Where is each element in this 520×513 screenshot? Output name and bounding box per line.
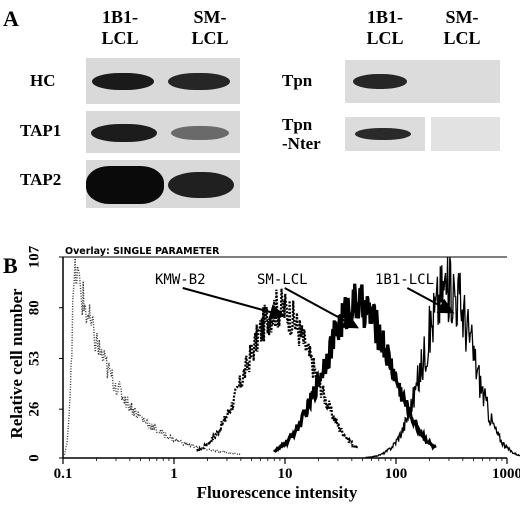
- x-tick-label-3: 100: [385, 466, 408, 482]
- x-tick-label-0: 0.1: [54, 466, 73, 482]
- panel-a-letter: A: [3, 6, 19, 31]
- row-label-tpn: Tpn: [282, 71, 313, 90]
- y-tick-label-4: 107: [26, 245, 42, 268]
- column-header-sm-lcl-right: SM- LCL: [443, 7, 481, 48]
- histogram-series-control: [62, 256, 241, 458]
- annotation-arrow-1: [284, 287, 360, 329]
- histogram-series-1b1-lcl: [365, 256, 520, 459]
- blot-tpn: [345, 60, 500, 103]
- annotation-arrow-2: [406, 287, 455, 314]
- x-tick-label-2: 10: [278, 466, 293, 482]
- blot-tpn-nter-sm: [431, 117, 500, 151]
- annotation-arrow-0: [182, 287, 286, 320]
- blot-tpn-nter-1b1: [345, 117, 425, 151]
- annotation-0: KMW-B2: [155, 272, 206, 288]
- column-header-1b1-lcl: 1B1- LCL: [101, 7, 139, 48]
- x-tick-label-4: 1000: [492, 466, 520, 482]
- y-tick-label-1: 26: [26, 401, 42, 417]
- row-label-tap2: TAP2: [20, 170, 62, 189]
- overlay-title: Overlay: SINGLE PARAMETER: [65, 246, 220, 257]
- x-tick-label-1: 1: [170, 466, 178, 482]
- column-header-1b1-lcl-right: 1B1- LCL: [366, 7, 404, 48]
- y-tick-label-2: 53: [26, 351, 42, 366]
- panel-b-letter: B: [3, 253, 18, 278]
- histogram-series-sm-lcl: [272, 283, 437, 453]
- annotation-2: 1B1-LCL: [375, 272, 434, 288]
- column-header-sm-lcl: SM- LCL: [191, 7, 229, 48]
- row-label-tpn-nter: Tpn -Nter: [282, 115, 321, 153]
- blot-hc: [86, 58, 240, 104]
- y-tick-label-0: 0: [26, 454, 42, 462]
- annotation-1: SM-LCL: [257, 272, 308, 288]
- y-tick-label-3: 80: [26, 300, 42, 315]
- histogram-series-kmw-b2: [196, 288, 358, 454]
- blot-tap1: [86, 111, 240, 153]
- row-label-tap1: TAP1: [20, 121, 62, 140]
- flow-histogram-chart: Overlay: SINGLE PARAMETER 0 26 53 80 107 0.1 1 1…: [7, 245, 520, 502]
- x-axis-label: Fluorescence intensity: [197, 483, 358, 502]
- row-label-hc: HC: [30, 71, 56, 90]
- blot-tap2: [86, 160, 240, 208]
- y-axis-label: Relative cell number: [7, 288, 26, 439]
